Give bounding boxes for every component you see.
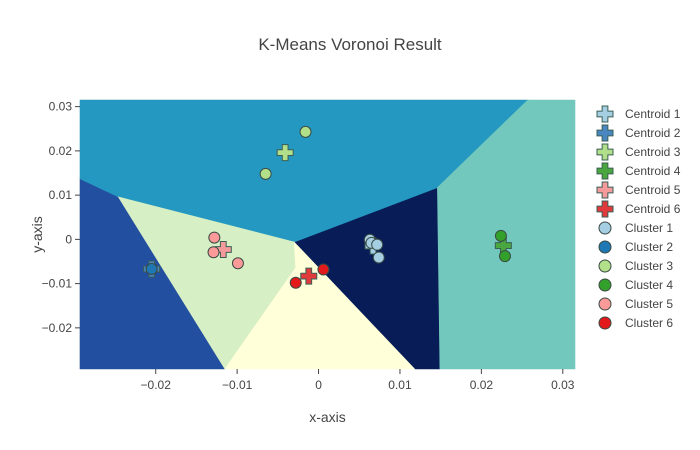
centroid-3-marker: [276, 144, 294, 162]
legend-cross-marker: [596, 181, 614, 199]
legend-label: Centroid 6: [625, 202, 681, 216]
cluster-6-point: [317, 263, 330, 276]
legend-item[interactable]: Cluster 2: [598, 240, 673, 254]
y-tick-label: −0.02: [42, 321, 73, 335]
legend-label: Cluster 2: [625, 240, 673, 254]
cluster-3-point: [259, 167, 272, 180]
legend-label: Cluster 5: [625, 297, 673, 311]
voronoi-regions: [79, 99, 576, 370]
cluster-4-point: [494, 229, 507, 242]
legend-label: Centroid 4: [625, 164, 681, 178]
chart-title: K-Means Voronoi Result: [258, 35, 442, 54]
x-axis-title: x-axis: [309, 409, 346, 425]
data-points: [143, 125, 512, 289]
cluster-3-point: [299, 125, 312, 138]
legend-item[interactable]: Cluster 4: [598, 278, 673, 292]
cluster-1-point: [371, 238, 384, 251]
x-tick-label: 0.02: [470, 378, 494, 392]
cluster-4-point: [498, 250, 511, 263]
y-tick-label: −0.01: [42, 277, 73, 291]
legend-cross-marker: [596, 143, 614, 161]
x-tick-label: 0.03: [551, 378, 575, 392]
legend-item[interactable]: Cluster 3: [598, 259, 673, 273]
legend-label: Cluster 6: [625, 316, 673, 330]
cluster-2-point: [145, 263, 158, 276]
y-tick-label: 0.02: [49, 144, 73, 158]
legend-circle-marker: [598, 278, 612, 292]
legend-cross-marker: [596, 162, 614, 180]
legend-item[interactable]: Centroid 5: [596, 181, 681, 199]
cluster-5-point: [207, 246, 220, 259]
axes: −0.02 −0.01 0 0.01 0.02 0.03 −0.02 −0.01 0 0.01 0.…: [42, 100, 575, 392]
legend-item[interactable]: Cluster 5: [598, 297, 673, 311]
legend-circle-marker: [598, 221, 612, 235]
legend-label: Centroid 5: [625, 183, 681, 197]
legend-circle-marker: [598, 316, 612, 330]
y-tick-label: 0.01: [49, 188, 73, 202]
legend-circle-marker: [598, 297, 612, 311]
legend-item[interactable]: Centroid 6: [596, 200, 681, 218]
cluster-1-point: [372, 251, 385, 264]
legend-item[interactable]: Centroid 1: [596, 105, 681, 123]
x-tick-label: 0.01: [388, 378, 412, 392]
y-axis-title: y-axis: [29, 216, 45, 253]
x-tick-label: 0: [315, 378, 322, 392]
voronoi-region-6: [224, 241, 416, 370]
centroid-6-marker: [300, 267, 318, 285]
legend-cross-marker: [596, 105, 614, 123]
y-tick-label: 0: [65, 232, 72, 246]
legend-circle-marker: [598, 259, 612, 273]
legend-label: Centroid 1: [625, 107, 681, 121]
legend-label: Centroid 2: [625, 126, 681, 140]
legend-label: Cluster 4: [625, 278, 673, 292]
cluster-6-point: [289, 276, 302, 289]
legend-item[interactable]: Centroid 4: [596, 162, 681, 180]
legend-item[interactable]: Centroid 2: [596, 124, 681, 142]
legend-circle-marker: [598, 240, 612, 254]
legend-cross-marker: [596, 124, 614, 142]
legend-label: Cluster 1: [625, 221, 673, 235]
legend-item[interactable]: Cluster 6: [598, 316, 673, 330]
legend-item[interactable]: Centroid 3: [596, 143, 681, 161]
cluster-5-point: [231, 257, 244, 270]
legend-label: Centroid 3: [625, 145, 681, 159]
legend-label: Cluster 3: [625, 259, 673, 273]
legend: Centroid 1 Centroid 2 Centroid 3 Centroid 4…: [596, 105, 681, 330]
legend-item[interactable]: Cluster 1: [598, 221, 673, 235]
x-tick-label: −0.01: [222, 378, 253, 392]
legend-cross-marker: [596, 200, 614, 218]
cluster-5-point: [208, 231, 221, 244]
x-tick-label: −0.02: [141, 378, 172, 392]
y-tick-label: 0.03: [49, 100, 73, 114]
